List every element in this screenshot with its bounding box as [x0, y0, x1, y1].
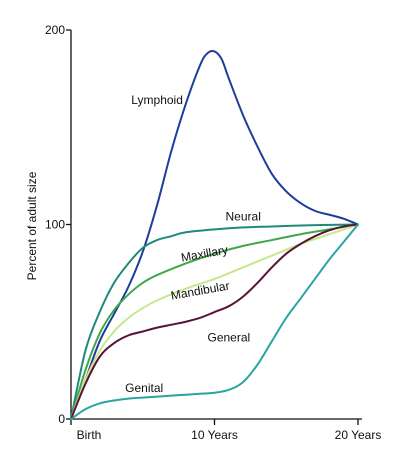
- series-lines: [70, 49, 359, 420]
- x-tick-label: Birth: [77, 428, 102, 442]
- y-tick-label: 200: [45, 23, 65, 37]
- x-tick-label: 10 Years: [191, 428, 238, 442]
- series-label-maxillary: Maxillary: [180, 243, 229, 265]
- series-label-mandibular: Mandibular: [170, 279, 231, 303]
- series-line-lymphoid: [70, 49, 359, 420]
- series-label-genital: Genital: [125, 381, 163, 395]
- series-label-general: General: [207, 330, 250, 344]
- series-label-lymphoid: Lymphoid: [131, 93, 183, 107]
- y-axis-title: Percent of adult size: [25, 171, 39, 280]
- series-line-general: [70, 223, 359, 420]
- y-tick-label: 0: [58, 412, 65, 426]
- axes: 0 100 200 Birth 10 Years 20 Years: [45, 23, 381, 442]
- x-tick-label: 20 Years: [335, 428, 382, 442]
- y-tick-label: 100: [45, 218, 65, 232]
- series-label-neural: Neural: [226, 210, 261, 224]
- series-line-maxillary: [70, 223, 359, 420]
- series-line-genital: [70, 223, 359, 420]
- series-line-neural: [70, 223, 359, 420]
